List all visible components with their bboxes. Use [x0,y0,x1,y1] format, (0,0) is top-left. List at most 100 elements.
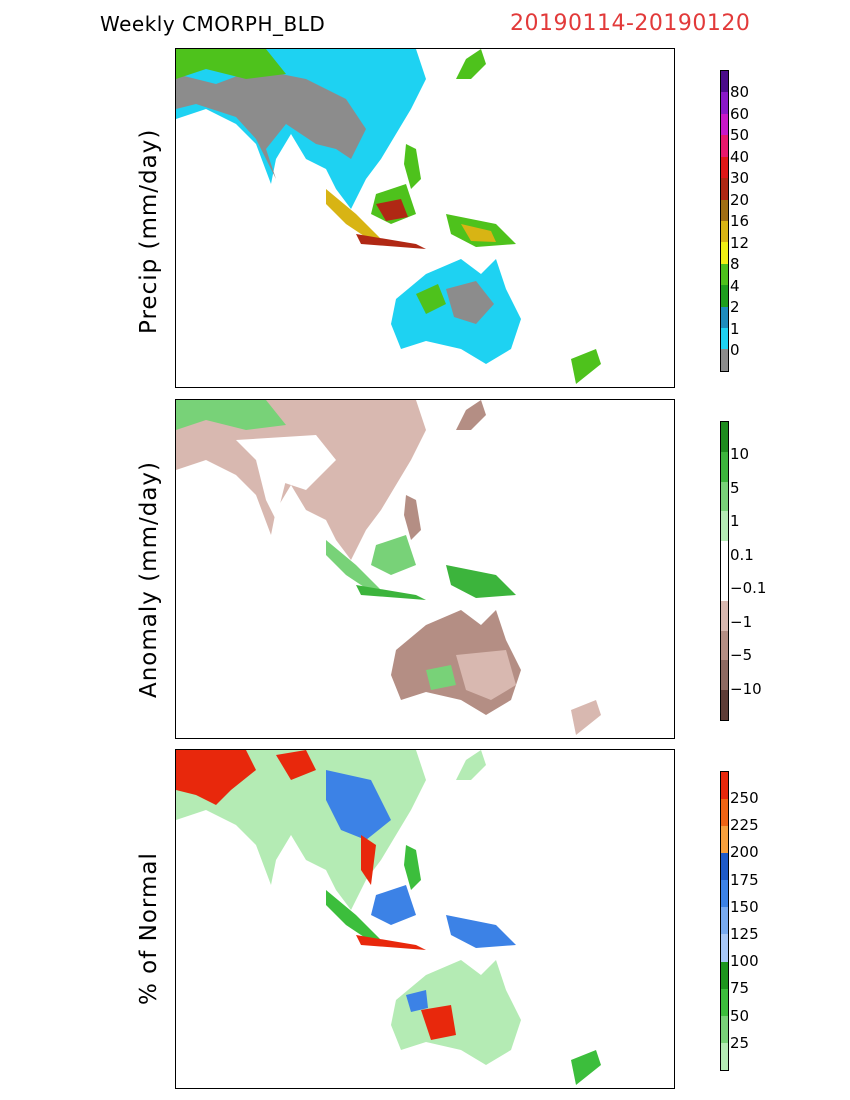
colorbar-segment [721,907,728,935]
colorbar-tick-label: 0 [730,341,740,359]
japan [456,49,486,79]
colorbar-tick-label: 50 [730,1006,750,1025]
percent-land [176,750,601,1085]
colorbar-tick-label: 8 [730,255,740,273]
asia-high [176,750,256,805]
colorbar-tick-label: 200 [730,843,759,862]
colorbar-segment [721,630,728,661]
colorbar-tick-label: 4 [730,276,740,295]
precip-land [176,49,601,384]
colorbar-segment [721,135,728,157]
colorbar-tick-label: 1 [730,512,740,530]
colorbar-segment [721,570,728,601]
colorbar-tick-label: 225 [730,816,759,835]
precip-ylabel: Precip (mm/day) [136,128,162,334]
colorbar-segment [721,799,728,827]
colorbar-tick-label: −10 [730,679,762,698]
colorbar-tick-label: 150 [730,897,759,916]
colorbar-tick-label: 40 [730,147,750,166]
colorbar-tick-label: 0.1 [730,545,754,564]
colorbar-segment [721,853,728,881]
colorbar-segment [721,961,728,989]
australia-wet [416,284,446,314]
asia-high-2 [276,750,316,780]
colorbar-segment [721,113,728,136]
colorbar-segment [721,481,728,512]
colorbar-tick-label: 60 [730,104,750,123]
sumatra [326,189,381,244]
colorbar-segment [721,541,728,571]
philippines [404,144,421,189]
asia-neutral [236,435,336,490]
percent-ylabel: % of Normal [136,852,162,1005]
colorbar-segment [721,1015,728,1043]
australia-dry [446,281,494,324]
australia [391,960,521,1065]
map-title: Weekly CMORPH_BLD [100,12,326,36]
colorbar-segment [721,600,728,631]
precip-colorbar [720,70,729,372]
borneo [371,885,416,925]
colorbar-segment [721,1042,728,1070]
colorbar-tick-label: −0.1 [730,579,767,597]
philippines [404,495,421,540]
colorbar-tick-label: −1 [730,612,753,631]
australia-light [456,650,516,700]
vietnam-high [361,835,376,885]
colorbar-tick-label: 175 [730,870,759,889]
colorbar-segment [721,285,728,307]
colorbar-tick-label: 25 [730,1033,750,1052]
colorbar-tick-label: 16 [730,212,750,230]
australia-wet [426,665,456,690]
colorbar-tick-label: 50 [730,126,750,144]
colorbar-tick-label: 100 [730,952,759,971]
asia-wet-strip [176,49,286,79]
colorbar-segment [721,988,728,1016]
japan [456,400,486,430]
new-zealand [571,700,601,735]
colorbar-tick-label: 2 [730,298,740,316]
asia-mid [326,770,391,840]
sumatra [326,540,381,595]
colorbar-segment [721,880,728,908]
java [356,234,426,249]
sumatra [326,890,381,945]
date-range: 20190114-20190120 [510,11,751,36]
precip-map [175,48,675,388]
colorbar-tick-label: −5 [730,646,753,664]
percent-colorbar [720,771,729,1071]
colorbar-segment [721,199,728,221]
colorbar-segment [721,178,728,200]
india-neutral [256,460,286,520]
colorbar-tick-label: 80 [730,83,750,101]
new-guinea [446,565,516,598]
colorbar-segment [721,422,728,452]
anomaly-colorbar [720,421,729,721]
colorbar-tick-label: 1 [730,319,740,338]
colorbar-segment [721,220,728,243]
asia-dry [176,69,366,179]
borneo-heavy [376,199,408,221]
new-guinea-heavy [461,224,496,242]
new-zealand [571,1050,601,1085]
colorbar-segment [721,263,728,286]
colorbar-segment [721,306,728,329]
colorbar-segment [721,690,728,720]
anomaly-ylabel: Anomaly (mm/day) [136,460,162,698]
philippines [404,845,421,890]
new-zealand [571,349,601,384]
anomaly-map [175,399,675,739]
colorbar-tick-label: 30 [730,169,750,187]
australia-mid [406,990,428,1012]
colorbar-tick-label: 5 [730,478,740,497]
colorbar-segment [721,328,728,350]
colorbar-segment [721,660,728,691]
colorbar-tick-label: 75 [730,979,750,998]
anomaly-land [176,400,601,735]
colorbar-segment [721,71,728,93]
colorbar-tick-label: 125 [730,925,759,943]
colorbar-tick-label: 20 [730,190,750,209]
colorbar-tick-label: 10 [730,445,750,463]
australia-high [421,1005,456,1040]
asia-wet-strip [176,400,286,430]
